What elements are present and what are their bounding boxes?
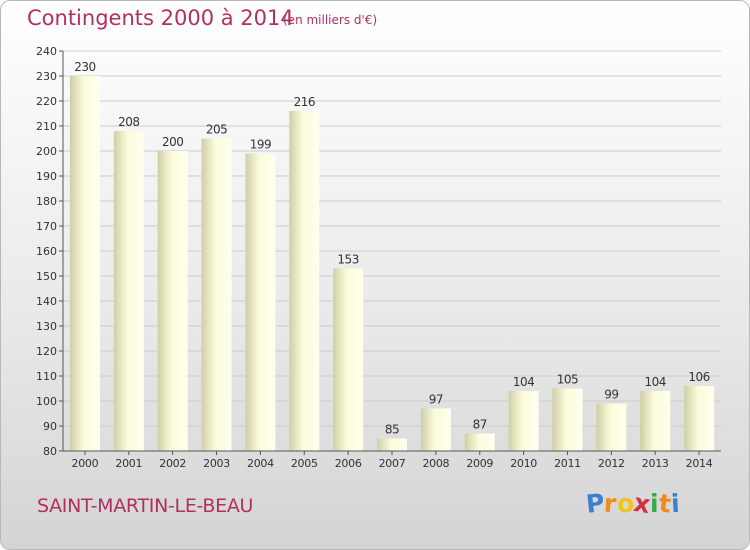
- y-tick-label: 100: [36, 395, 57, 408]
- y-tick-label: 150: [36, 270, 57, 283]
- x-tick-label: 2000: [72, 457, 99, 470]
- x-tick-label: 2001: [115, 457, 142, 470]
- bar-2003: [201, 138, 232, 451]
- chart-subtitle: (en milliers d'€): [283, 13, 378, 27]
- x-tick-label: 2011: [554, 457, 581, 470]
- y-tick-label: 90: [43, 420, 57, 433]
- value-label: 99: [604, 388, 618, 402]
- bars: [69, 76, 715, 451]
- logo-letter: i: [669, 488, 680, 519]
- value-label: 205: [206, 123, 227, 137]
- value-label: 230: [74, 60, 95, 74]
- chart-title: Contingents 2000 à 2014: [27, 6, 294, 30]
- y-tick-label: 210: [36, 120, 57, 133]
- y-tick-label: 110: [36, 370, 57, 383]
- bar-2009: [464, 433, 495, 451]
- bar-2001: [113, 131, 144, 451]
- bar-2005: [289, 111, 320, 451]
- data-labels: 230 208 200 205 199 216 153 85 97 87 104 105 99 104 10…: [74, 60, 710, 437]
- x-tick-label: 2013: [642, 457, 669, 470]
- value-label: 208: [118, 115, 139, 129]
- x-tick-label: 2004: [247, 457, 274, 470]
- x-tick-label: 2014: [686, 457, 713, 470]
- value-label: 199: [250, 138, 271, 152]
- value-label: 216: [294, 95, 315, 109]
- x-tick-label: 2010: [510, 457, 537, 470]
- bar-2004: [245, 153, 276, 451]
- x-tick-label: 2003: [203, 457, 230, 470]
- bar-2011: [552, 388, 583, 451]
- value-label: 104: [644, 375, 665, 389]
- bar-2007: [377, 438, 407, 451]
- value-label: 153: [337, 253, 358, 267]
- y-tick-label: 160: [36, 245, 57, 258]
- axes: 8090100110120130140150160170180190200210…: [36, 45, 721, 470]
- y-tick-label: 120: [36, 345, 57, 358]
- y-tick-label: 170: [36, 220, 57, 233]
- y-tick-label: 200: [36, 145, 57, 158]
- bar-2006: [333, 268, 364, 451]
- value-label: 85: [385, 423, 399, 437]
- value-label: 200: [162, 135, 183, 149]
- bar-2013: [640, 391, 671, 451]
- bar-2002: [157, 151, 188, 451]
- value-label: 97: [429, 393, 443, 407]
- value-label: 104: [513, 375, 534, 389]
- y-tick-label: 80: [43, 445, 57, 458]
- x-tick-label: 2005: [291, 457, 318, 470]
- commune-name: SAINT-MARTIN-LE-BEAU: [37, 495, 254, 517]
- y-tick-label: 130: [36, 320, 57, 333]
- bar-2012: [596, 403, 627, 451]
- y-tick-label: 240: [36, 45, 57, 58]
- y-tick-label: 230: [36, 70, 57, 83]
- bar-2010: [508, 391, 539, 451]
- y-tick-label: 220: [36, 95, 57, 108]
- bar-2000: [69, 76, 100, 451]
- bar-2014: [684, 386, 715, 451]
- x-tick-label: 2008: [422, 457, 449, 470]
- value-label: 87: [473, 418, 487, 432]
- y-tick-label: 190: [36, 170, 57, 183]
- x-tick-label: 2002: [159, 457, 186, 470]
- x-tick-label: 2012: [598, 457, 625, 470]
- x-tick-label: 2006: [335, 457, 362, 470]
- x-tick-label: 2009: [466, 457, 493, 470]
- value-label: 105: [557, 373, 578, 387]
- value-label: 106: [688, 370, 709, 384]
- y-tick-label: 140: [36, 295, 57, 308]
- x-tick-label: 2007: [379, 457, 406, 470]
- proxiti-logo: Proxiti: [585, 488, 680, 519]
- bar-2008: [420, 408, 451, 451]
- logo-letter: i: [650, 489, 659, 518]
- y-tick-label: 180: [36, 195, 57, 208]
